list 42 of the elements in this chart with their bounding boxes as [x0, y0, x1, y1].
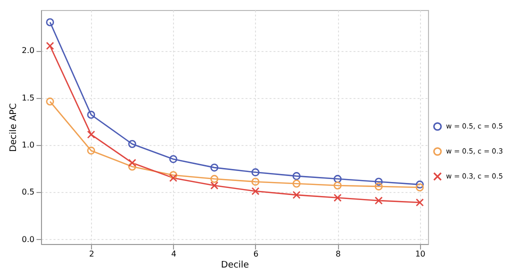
point [210, 174, 218, 183]
y-tick-label: 0.5 [22, 188, 34, 197]
y-axis-title: Decile APC [8, 103, 19, 152]
y-tick-label: 0.0 [22, 234, 34, 244]
point [292, 180, 301, 188]
point [251, 168, 260, 176]
point [374, 196, 383, 205]
point [251, 187, 260, 196]
x-tick-label: 2 [89, 250, 94, 258]
point [169, 174, 178, 182]
y-tick-label: 2.0 [22, 46, 34, 56]
point [292, 172, 301, 180]
point [374, 178, 383, 186]
point [416, 198, 424, 206]
x-axis-title: Decile [221, 260, 250, 270]
y-tick-label: 1.5 [22, 93, 34, 102]
point [46, 18, 54, 26]
point [334, 174, 342, 183]
point [128, 162, 136, 171]
point [87, 130, 96, 139]
point [416, 183, 424, 192]
point [292, 190, 301, 199]
point [251, 178, 260, 186]
x-tick-label: 6 [253, 250, 258, 258]
point [210, 181, 218, 190]
x-tick-label: 4 [171, 250, 176, 258]
y-tick-label: 1.0 [22, 140, 34, 150]
point [87, 110, 96, 119]
point [374, 182, 383, 190]
point [334, 182, 342, 190]
point [169, 155, 178, 164]
point [46, 98, 54, 106]
point [210, 164, 218, 172]
point [334, 194, 342, 202]
x-tick-label: 10 [415, 250, 426, 258]
point [87, 146, 96, 155]
point [128, 140, 136, 148]
point [46, 42, 54, 50]
x-tick-label: 8 [336, 250, 341, 258]
point [169, 171, 178, 180]
point [128, 158, 136, 167]
point [416, 180, 424, 189]
